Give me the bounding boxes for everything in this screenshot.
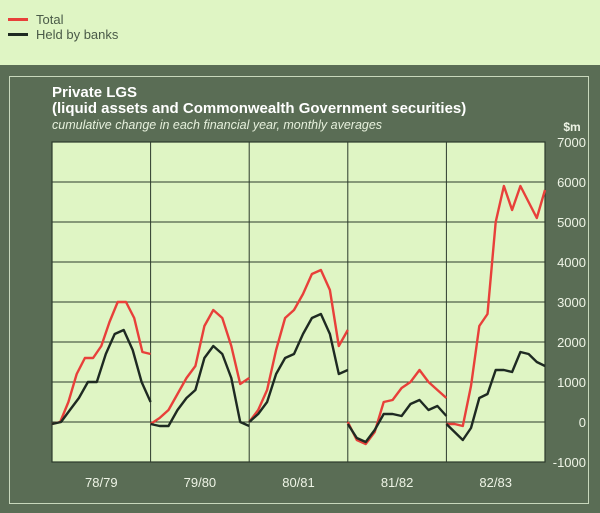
x-tick-label: 78/79 (85, 475, 118, 490)
legend-item-banks: Held by banks (8, 27, 118, 42)
y-tick-label: -1000 (553, 455, 586, 470)
y-tick-label: 3000 (557, 295, 586, 310)
legend-label-total: Total (36, 12, 64, 27)
series-line-total-80-81 (248, 268, 349, 423)
x-tick-label: 81/82 (381, 475, 414, 490)
title-line-1: Private LGS (52, 84, 138, 101)
chart-subtitle: cumulative change in each financial year… (52, 118, 383, 132)
y-tick-label: 1000 (557, 375, 586, 390)
chart-frame (9, 76, 589, 504)
series-line-held-by-banks-78-79 (51, 328, 152, 426)
y-tick-label: 2000 (557, 335, 586, 350)
series-line-held-by-banks-81-82 (346, 398, 448, 444)
x-tick-label: 82/83 (479, 475, 512, 490)
series-line-total-82-83 (446, 184, 547, 428)
chart-title: Private LGS (liquid assets and Commonwea… (52, 85, 466, 117)
series-line-total-81-82 (346, 368, 448, 446)
x-tick-label: 80/81 (282, 475, 315, 490)
series-line-held-by-banks-82-83 (445, 350, 546, 442)
y-tick-label: 6000 (557, 175, 586, 190)
y-tick-label: 4000 (557, 255, 586, 270)
legend-item-total: Total (8, 12, 118, 27)
x-tick-label: 79/80 (184, 475, 217, 490)
title-line-2: (liquid assets and Commonwealth Governme… (52, 100, 467, 117)
y-tick-label: 7000 (557, 135, 586, 150)
series-line-total-79-80 (149, 308, 250, 425)
series-line-held-by-banks-80-81 (248, 312, 349, 423)
legend-swatch-total (8, 18, 28, 21)
y-axis-unit: $m (563, 120, 580, 134)
y-tick-label: 0 (579, 415, 586, 430)
legend-swatch-banks (8, 33, 28, 36)
y-tick-label: 5000 (557, 215, 586, 230)
series-line-held-by-banks-79-80 (150, 344, 250, 428)
series-line-total-78-79 (51, 300, 151, 426)
legend: Total Held by banks (8, 12, 118, 42)
legend-label-banks: Held by banks (36, 27, 119, 42)
